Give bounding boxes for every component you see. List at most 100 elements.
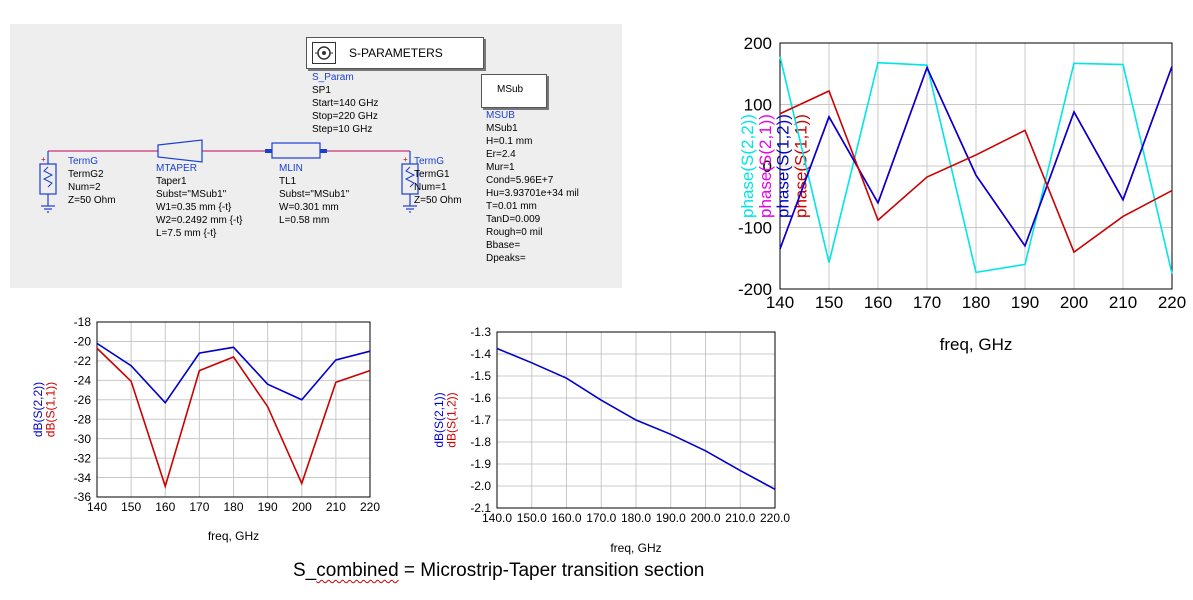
- taper-symbol: [157, 139, 203, 163]
- termg2-line: Num=2: [68, 182, 101, 193]
- x-tick-label: 180: [962, 293, 990, 312]
- y-tick-label: -100: [738, 218, 772, 237]
- series-line: [496, 347, 776, 491]
- termg1-line: TermG: [414, 156, 444, 167]
- y-axis-label: dB(S(1,2)): [445, 392, 459, 447]
- x-tick-label: 200: [1060, 293, 1088, 312]
- y-tick-label: -1.6: [470, 391, 491, 405]
- y-axis-label: dB(S(1,1)): [44, 382, 58, 437]
- mlin-symbol: [265, 142, 327, 159]
- s-param-line: Start=140 GHz: [312, 98, 379, 109]
- series-line: [779, 65, 1173, 250]
- termg2-symbol: +: [39, 151, 57, 213]
- x-axis-label: freq, GHz: [208, 529, 259, 543]
- s-param-line: S_Param: [312, 72, 354, 83]
- msub-box-label: MSub: [497, 84, 524, 95]
- termg1-line: Z=50 Ohm: [414, 195, 462, 206]
- x-tick-label: 190: [1011, 293, 1039, 312]
- msub-line: MSUB: [486, 110, 515, 121]
- schematic-wiring: + +: [39, 139, 419, 213]
- x-tick-label: 210: [1109, 293, 1137, 312]
- series-line: [96, 347, 371, 490]
- x-tick-label: 140: [766, 293, 794, 312]
- taper-line: MTAPER: [156, 163, 197, 174]
- x-tick-label: 190.0: [656, 511, 686, 525]
- y-tick-label: -36: [74, 490, 92, 504]
- taper-line: W2=0.2492 mm {-t}: [156, 215, 243, 226]
- x-tick-label: 160: [864, 293, 892, 312]
- x-tick-label: 170: [913, 293, 941, 312]
- plot-frame: [779, 42, 1173, 290]
- y-axis-label: phase(S(1,1)): [792, 114, 811, 218]
- taper-line: Subst="MSub1": [156, 189, 227, 200]
- x-tick-label: 220: [360, 500, 380, 514]
- series-line: [779, 89, 1173, 254]
- x-tick-label: 160.0: [551, 511, 581, 525]
- msub-line: Bbase=: [486, 240, 521, 251]
- y-tick-label: -30: [74, 432, 92, 446]
- msub-line: TanD=0.009: [486, 214, 541, 225]
- y-tick-label: -32: [74, 451, 92, 465]
- caption: S_combined = Microstrip-Taper transition…: [293, 560, 704, 582]
- taper-line: W1=0.35 mm {-t}: [156, 202, 232, 213]
- termg2-line: TermG2: [68, 169, 104, 180]
- y-tick-label: -1.7: [470, 413, 491, 427]
- msub-line: Rough=0 mil: [486, 227, 543, 238]
- termg2-line: Z=50 Ohm: [68, 195, 116, 206]
- x-tick-label: 180.0: [621, 511, 651, 525]
- y-tick-label: -2.1: [470, 501, 491, 515]
- x-axis-label: freq, GHz: [940, 335, 1013, 354]
- y-tick-label: -1.9: [470, 457, 491, 471]
- termg1-symbol: +: [401, 151, 419, 213]
- return-loss-chart: 140 150 160 170 180 190 200 210 220 -18 -20 -22 -24 -…: [31, 315, 380, 543]
- mlin-line: W=0.301 mm: [279, 202, 339, 213]
- y-axis-label: dB(S(2,1)): [432, 392, 446, 447]
- y-axis-label: phase(S(2,2)): [738, 114, 757, 218]
- termg1-line: TermG1: [414, 169, 450, 180]
- x-tick-label: 190: [258, 500, 278, 514]
- schematic-panel: + + S-PARAMETERS S_Param SP1 S: [10, 24, 622, 288]
- x-tick-label: 170: [189, 500, 209, 514]
- taper-line: L=7.5 mm {-t}: [156, 228, 217, 239]
- y-tick-label: 200: [744, 34, 772, 53]
- y-tick-label: 0: [763, 157, 772, 176]
- y-axis-label: phase(S(1,2)): [774, 114, 793, 218]
- x-tick-label: 140: [87, 500, 107, 514]
- x-tick-label: 220: [1158, 293, 1186, 312]
- series-line: [96, 342, 371, 404]
- mlin-line: MLIN: [279, 163, 303, 174]
- y-axis-label: phase(S(2,1)): [756, 114, 775, 218]
- taper-line: Taper1: [156, 176, 187, 187]
- y-tick-label: -1.4: [470, 347, 491, 361]
- svg-text:+: +: [41, 155, 46, 164]
- y-tick-label: -2.0: [470, 479, 491, 493]
- x-tick-label: 160: [155, 500, 175, 514]
- msub-line: Hu=3.93701e+34 mil: [486, 188, 579, 199]
- plot-frame: [96, 321, 371, 498]
- y-tick-label: -18: [74, 315, 92, 329]
- msub-line: Cond=5.96E+7: [486, 175, 554, 186]
- s-parameters-title: S-PARAMETERS: [349, 46, 443, 60]
- x-tick-label: 210: [326, 500, 346, 514]
- y-tick-label: -20: [74, 335, 92, 349]
- x-tick-label: 140.0: [482, 511, 512, 525]
- s-parameters-block[interactable]: S-PARAMETERS: [306, 37, 484, 69]
- x-tick-label: 180: [223, 500, 243, 514]
- msub-line: Dpeaks=: [486, 253, 526, 264]
- msub-block[interactable]: MSub: [481, 74, 547, 108]
- s-param-line: Stop=220 GHz: [312, 111, 378, 122]
- x-tick-label: 200: [292, 500, 312, 514]
- caption-prefix: S_: [293, 560, 317, 581]
- y-tick-label: -1.5: [470, 369, 491, 383]
- s-param-line: Step=10 GHz: [312, 124, 373, 135]
- y-tick-label: -1.3: [470, 325, 491, 339]
- x-tick-label: 170.0: [586, 511, 616, 525]
- caption-rest: = Microstrip-Taper transition section: [398, 560, 705, 581]
- y-tick-label: -34: [74, 471, 92, 485]
- y-axis-label: dB(S(2,2)): [31, 382, 45, 437]
- insertion-loss-chart: 140.0 150.0 160.0 170.0 180.0 190.0 200.0 210.0…: [432, 325, 790, 555]
- y-tick-label: 100: [744, 95, 772, 114]
- s-parameters-icon: [312, 42, 336, 64]
- svg-text:+: +: [403, 155, 408, 164]
- mlin-line: TL1: [279, 176, 297, 187]
